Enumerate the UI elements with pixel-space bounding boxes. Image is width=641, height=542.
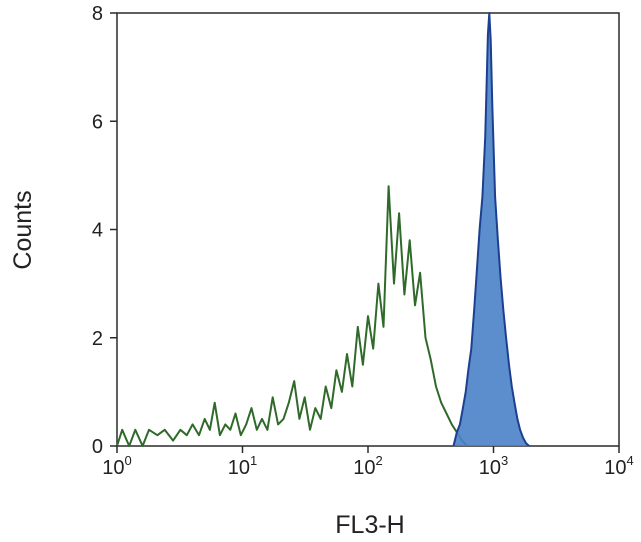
x-tick-base: 10: [102, 457, 124, 479]
x-tick-label: 101: [228, 453, 257, 479]
x-tick-label: 104: [604, 453, 633, 479]
y-tick-label: 2: [92, 328, 103, 350]
x-axis-title: FL3-H: [335, 511, 404, 539]
series-2: [452, 12, 530, 447]
x-tick-exponent: 4: [627, 453, 634, 468]
series-2-line: [452, 12, 530, 447]
x-axis: 100 101 102 103 104: [102, 446, 634, 479]
x-tick-exponent: 3: [501, 453, 508, 468]
x-tick-base: 10: [479, 457, 501, 479]
x-tick-base: 10: [604, 457, 626, 479]
series-1-line: [116, 185, 469, 447]
y-axis: 0 2 4 6 8: [92, 3, 117, 458]
x-tick-base: 10: [353, 457, 375, 479]
plot-frame: [116, 12, 620, 447]
x-tick-exponent: 0: [125, 453, 132, 468]
y-tick-label: 0: [92, 436, 103, 458]
x-tick-exponent: 2: [376, 453, 383, 468]
x-tick-label: 100: [102, 453, 131, 479]
x-tick-exponent: 1: [250, 453, 257, 468]
x-tick-label: 103: [479, 453, 508, 479]
x-tick-label: 102: [353, 453, 382, 479]
series-1: [116, 185, 469, 447]
y-tick-label: 8: [92, 3, 103, 25]
x-tick-base: 10: [228, 457, 250, 479]
y-tick-label: 6: [92, 111, 103, 133]
series-layer: [116, 12, 530, 447]
y-tick-label: 4: [92, 220, 103, 242]
y-axis-title: Counts: [9, 190, 37, 269]
